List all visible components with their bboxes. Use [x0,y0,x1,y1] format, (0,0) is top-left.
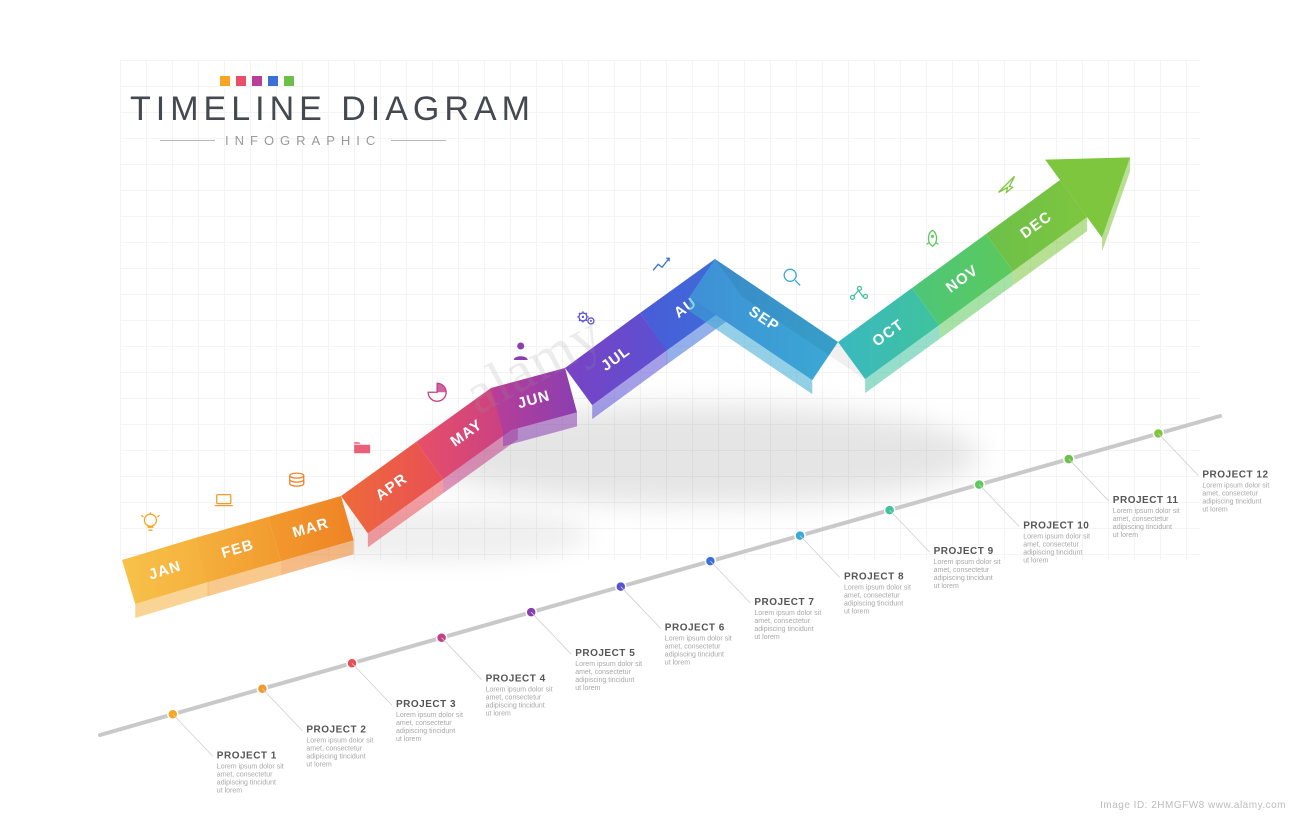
project-body-6: ut lorem [665,660,690,667]
project-title-6: PROJECT 6 [665,623,725,634]
project-body-3: ut lorem [396,736,421,743]
header: TIMELINE DIAGRAM INFOGRAPHIC [130,76,535,148]
project-title-1: PROJECT 1 [217,750,277,761]
project-body-5: Lorem ipsum dolor sit [575,661,642,668]
project-body-9: Lorem ipsum dolor sit [934,559,1001,566]
plane-icon [998,176,1014,192]
nodes-icon [850,286,867,299]
project-body-8: adipiscing tincidunt [844,601,903,608]
pie-icon [428,383,446,401]
rule-right [391,140,446,141]
project-title-7: PROJECT 7 [754,597,814,608]
project-body-3: amet, consectetur [396,720,452,727]
project-body-12: amet, consectetur [1202,491,1258,498]
laptop-icon [215,495,233,506]
project-body-2: adipiscing tincidunt [306,754,365,761]
coins-icon [290,473,304,486]
project-body-11: Lorem ipsum dolor sit [1113,508,1180,515]
project-body-9: adipiscing tincidunt [934,575,993,582]
project-body-10: Lorem ipsum dolor sit [1023,534,1090,541]
project-title-9: PROJECT 9 [934,546,994,557]
gears-icon [577,311,594,324]
project-body-4: ut lorem [486,711,511,718]
folder-icon [354,442,370,453]
project-title-8: PROJECT 8 [844,572,904,583]
project-body-1: adipiscing tincidunt [217,779,276,786]
project-body-11: amet, consectetur [1113,516,1169,523]
project-title-12: PROJECT 12 [1202,470,1268,481]
project-title-10: PROJECT 10 [1023,521,1089,532]
project-body-7: ut lorem [754,634,779,641]
person-icon [514,342,528,360]
rule-left [160,140,215,141]
page-subtitle: INFOGRAPHIC [225,133,381,148]
project-body-1: Lorem ipsum dolor sit [217,763,284,770]
project-body-9: amet, consectetur [934,567,990,574]
project-body-3: adipiscing tincidunt [396,728,455,735]
project-body-5: adipiscing tincidunt [575,677,634,684]
project-body-6: adipiscing tincidunt [665,652,724,659]
project-body-7: Lorem ipsum dolor sit [754,610,821,617]
project-body-6: Lorem ipsum dolor sit [665,636,732,643]
project-body-5: amet, consectetur [575,669,631,676]
page-title: TIMELINE DIAGRAM [130,90,535,129]
project-body-7: amet, consectetur [754,618,810,625]
project-body-4: amet, consectetur [486,695,542,702]
project-body-10: ut lorem [1023,558,1048,565]
project-body-2: amet, consectetur [306,746,362,753]
project-body-4: adipiscing tincidunt [486,703,545,710]
project-body-2: ut lorem [306,762,331,769]
project-body-3: Lorem ipsum dolor sit [396,712,463,719]
project-body-11: ut lorem [1113,532,1138,539]
project-body-9: ut lorem [934,583,959,590]
bulb-icon [141,512,159,530]
project-title-4: PROJECT 4 [486,674,546,685]
project-body-12: ut lorem [1202,507,1227,514]
project-body-6: amet, consectetur [665,644,721,651]
chart-icon [653,258,669,270]
project-title-11: PROJECT 11 [1113,495,1179,506]
project-body-10: adipiscing tincidunt [1023,550,1082,557]
project-body-8: Lorem ipsum dolor sit [844,585,911,592]
project-body-8: amet, consectetur [844,593,900,600]
search-icon [784,269,800,285]
project-body-2: Lorem ipsum dolor sit [306,738,373,745]
project-body-1: amet, consectetur [217,771,273,778]
project-body-12: Lorem ipsum dolor sit [1202,483,1269,490]
project-title-2: PROJECT 2 [306,725,366,736]
project-title-5: PROJECT 5 [575,648,635,659]
rocket-icon [926,230,938,246]
project-body-5: ut lorem [575,685,600,692]
project-body-4: Lorem ipsum dolor sit [486,687,553,694]
project-body-7: adipiscing tincidunt [754,626,813,633]
project-body-1: ut lorem [217,787,242,794]
project-title-3: PROJECT 3 [396,699,456,710]
project-body-10: amet, consectetur [1023,542,1079,549]
header-dots [220,76,535,86]
project-body-12: adipiscing tincidunt [1202,499,1261,506]
project-body-8: ut lorem [844,609,869,616]
project-body-11: adipiscing tincidunt [1113,524,1172,531]
